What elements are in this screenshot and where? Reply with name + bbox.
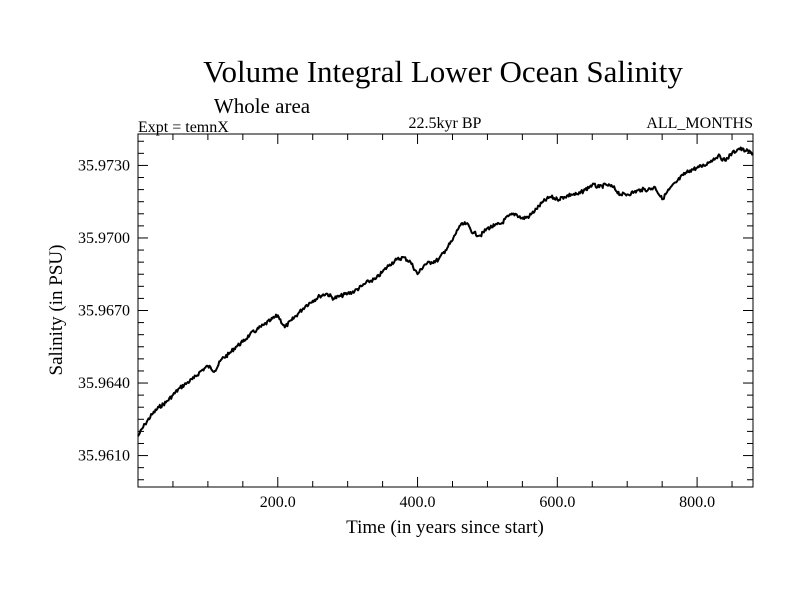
y-tick-label: 35.9730 xyxy=(78,157,130,174)
y-axis-label: Salinity (in PSU) xyxy=(46,245,67,376)
axis-tick-labels: 200.0 400.0 600.0 800.0 35.9610 35.9640 35.967… xyxy=(78,157,715,511)
chart-title: Volume Integral Lower Ocean Salinity xyxy=(203,54,683,89)
plot-frame xyxy=(137,133,754,488)
axis-ticks xyxy=(138,134,753,487)
y-tick-label: 35.9640 xyxy=(78,375,130,392)
x-axis-label: Time (in years since start) xyxy=(346,517,544,538)
x-tick-label: 200.0 xyxy=(260,494,296,511)
salinity-series-line xyxy=(137,146,754,437)
experiment-label: Expt = temnX xyxy=(138,119,229,136)
x-tick-label: 800.0 xyxy=(679,494,715,511)
y-tick-label: 35.9610 xyxy=(78,448,130,465)
period-label: 22.5kyr BP xyxy=(409,115,482,132)
y-tick-label: 35.9670 xyxy=(78,303,130,320)
x-tick-label: 600.0 xyxy=(539,494,575,511)
months-label: ALL_MONTHS xyxy=(646,115,753,132)
x-tick-label: 400.0 xyxy=(400,494,436,511)
y-tick-label: 35.9700 xyxy=(78,230,130,247)
chart-subtitle: Whole area xyxy=(214,94,311,118)
